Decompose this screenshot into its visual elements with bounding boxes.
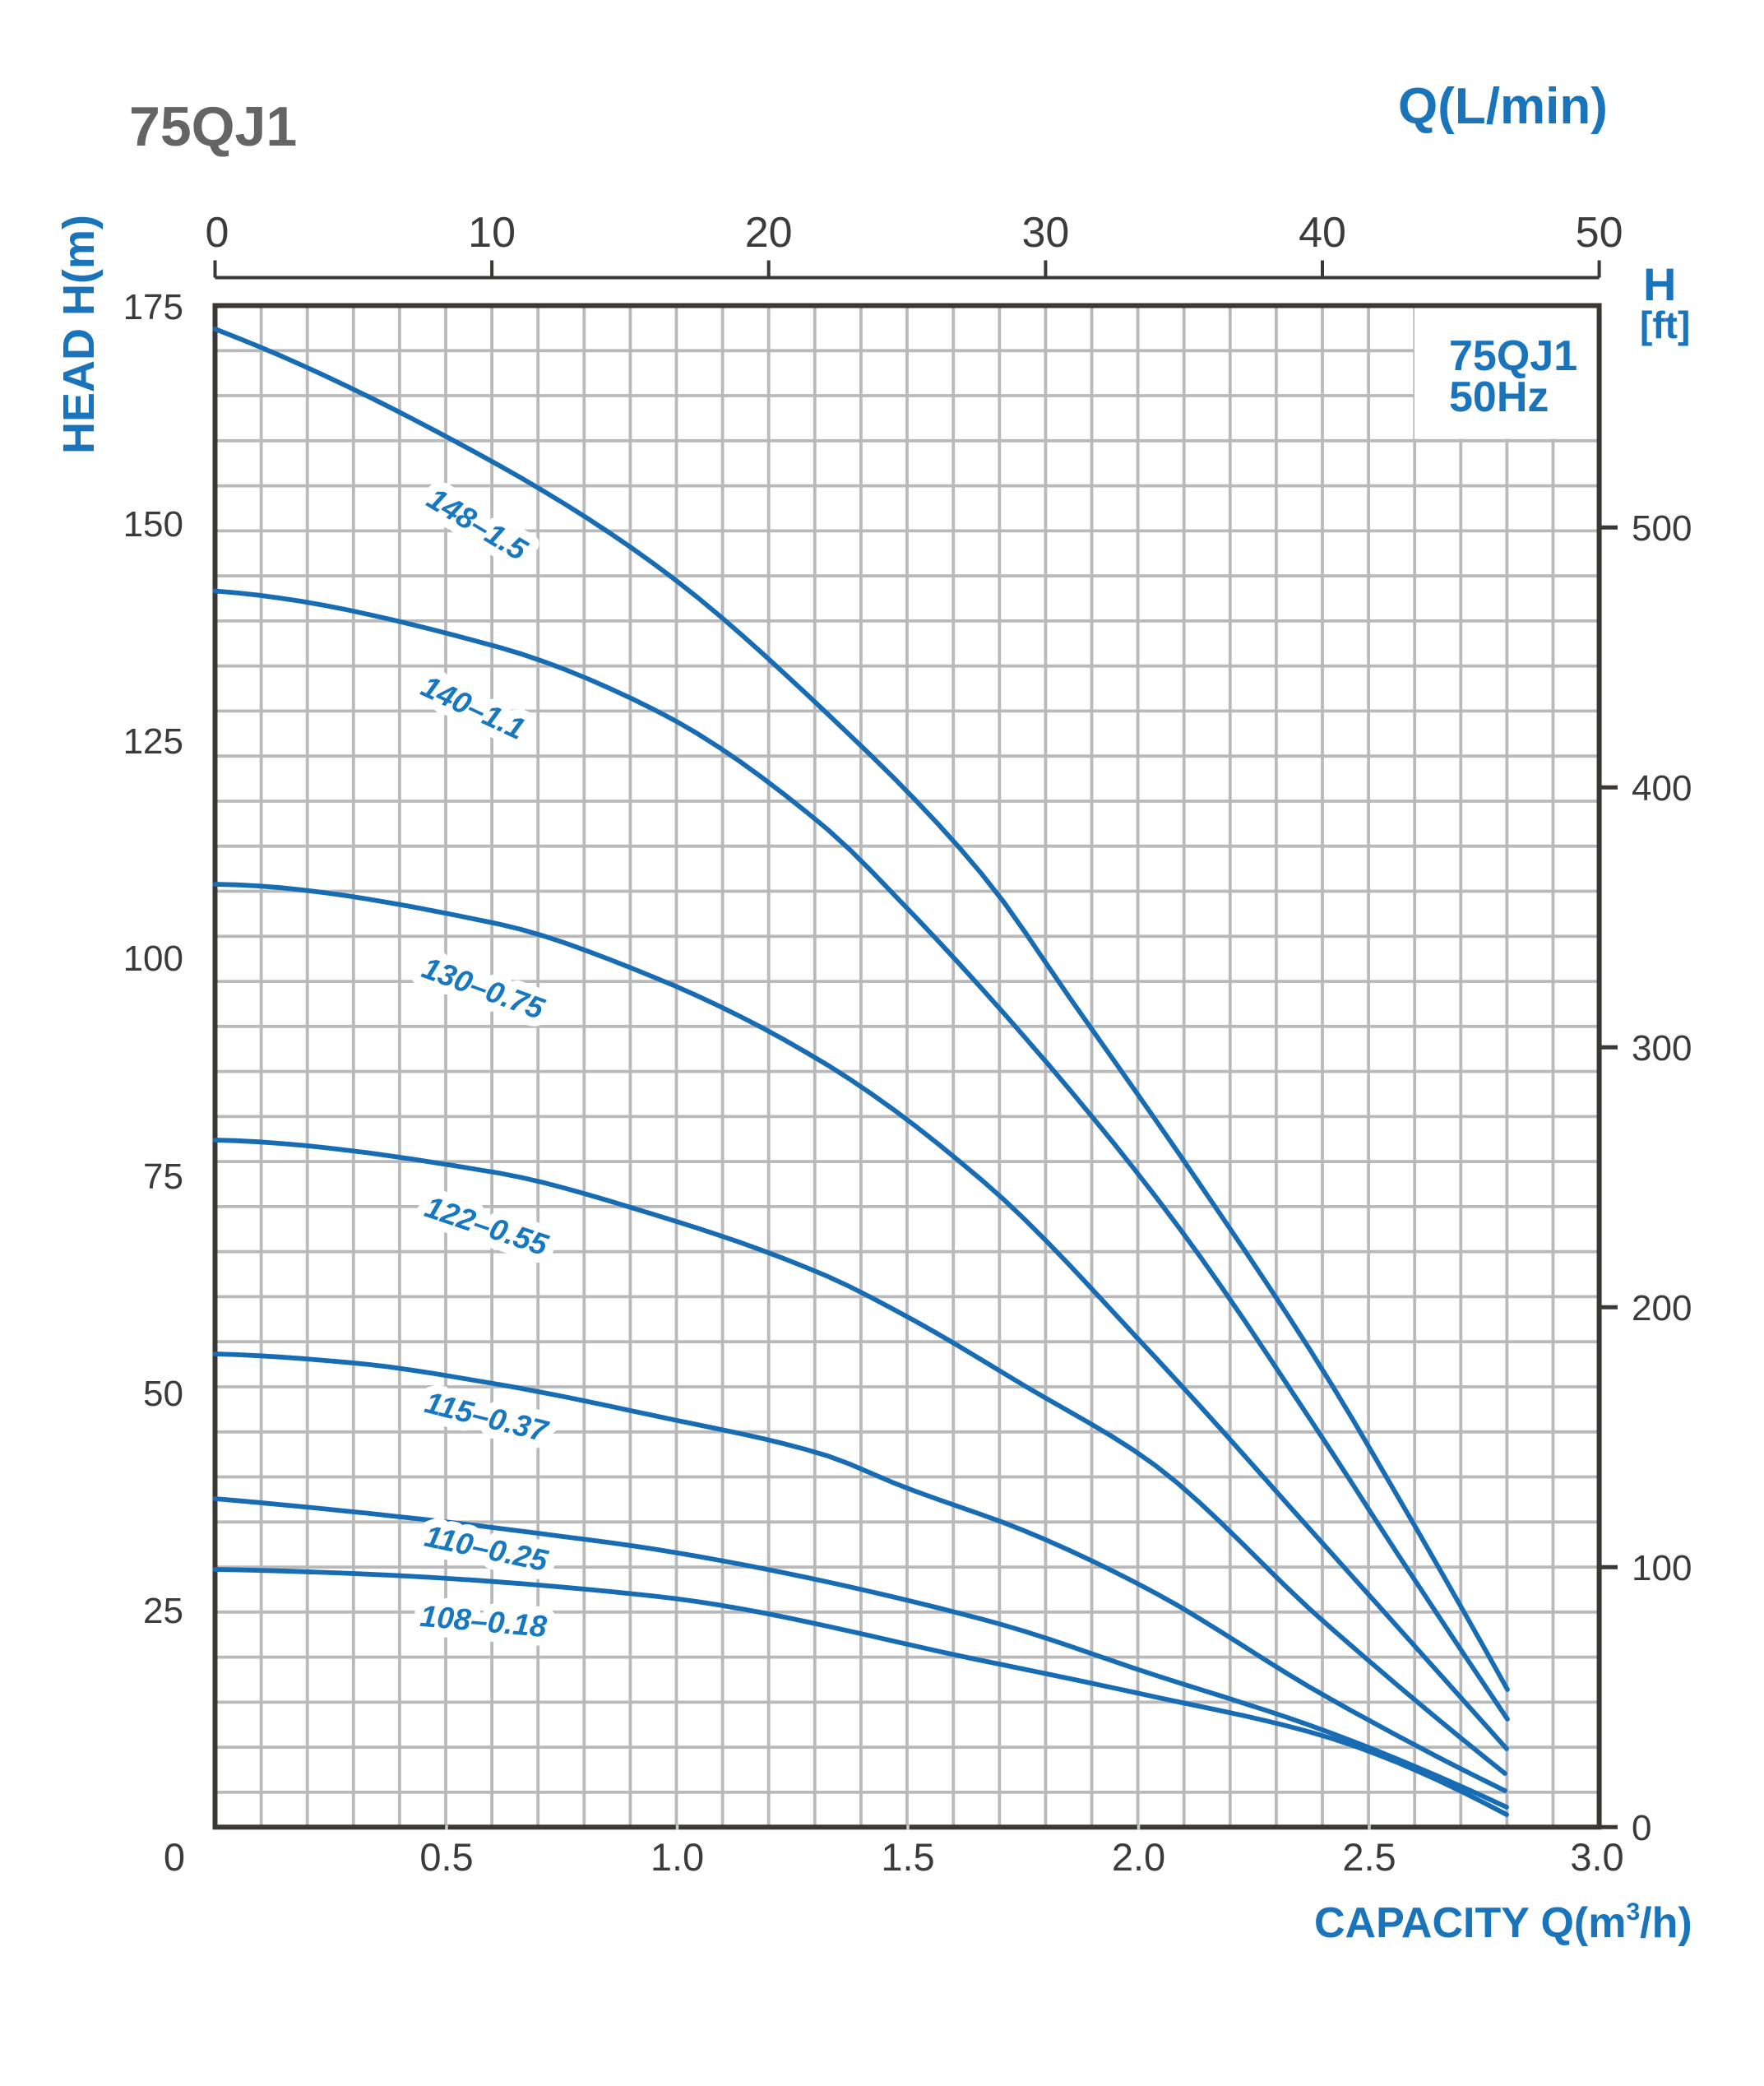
svg-text:2.5: 2.5	[1342, 1835, 1396, 1879]
svg-text:175: 175	[123, 287, 183, 327]
svg-text:500: 500	[1632, 508, 1692, 549]
svg-text:50Hz: 50Hz	[1449, 373, 1549, 421]
svg-text:20: 20	[745, 209, 793, 257]
svg-text:Q(L/min): Q(L/min)	[1398, 78, 1608, 135]
svg-text:30: 30	[1021, 209, 1069, 257]
svg-text:125: 125	[123, 721, 183, 762]
svg-text:25: 25	[143, 1591, 183, 1631]
svg-text:75: 75	[143, 1157, 183, 1197]
svg-text:[ft]: [ft]	[1640, 304, 1690, 346]
svg-text:0.5: 0.5	[419, 1835, 473, 1879]
svg-text:3.0: 3.0	[1570, 1835, 1623, 1879]
svg-text:400: 400	[1632, 768, 1692, 809]
svg-text:150: 150	[123, 504, 183, 545]
svg-text:200: 200	[1632, 1288, 1692, 1328]
svg-text:10: 10	[468, 209, 516, 257]
svg-text:50: 50	[143, 1374, 183, 1414]
svg-text:1.0: 1.0	[651, 1835, 704, 1879]
svg-text:0: 0	[206, 209, 229, 257]
svg-text:HEAD H(m): HEAD H(m)	[54, 215, 104, 454]
svg-text:1.5: 1.5	[881, 1835, 934, 1879]
svg-text:2.0: 2.0	[1112, 1835, 1165, 1879]
svg-text:100: 100	[1632, 1548, 1692, 1588]
svg-text:300: 300	[1632, 1028, 1692, 1068]
svg-text:H: H	[1643, 258, 1676, 310]
svg-text:75QJ1: 75QJ1	[1449, 332, 1577, 380]
svg-text:0: 0	[164, 1835, 185, 1879]
svg-text:40: 40	[1299, 209, 1346, 257]
svg-text:100: 100	[123, 939, 183, 979]
svg-text:50: 50	[1576, 209, 1623, 257]
svg-text:75QJ1: 75QJ1	[129, 95, 297, 158]
svg-text:0: 0	[1632, 1808, 1651, 1848]
